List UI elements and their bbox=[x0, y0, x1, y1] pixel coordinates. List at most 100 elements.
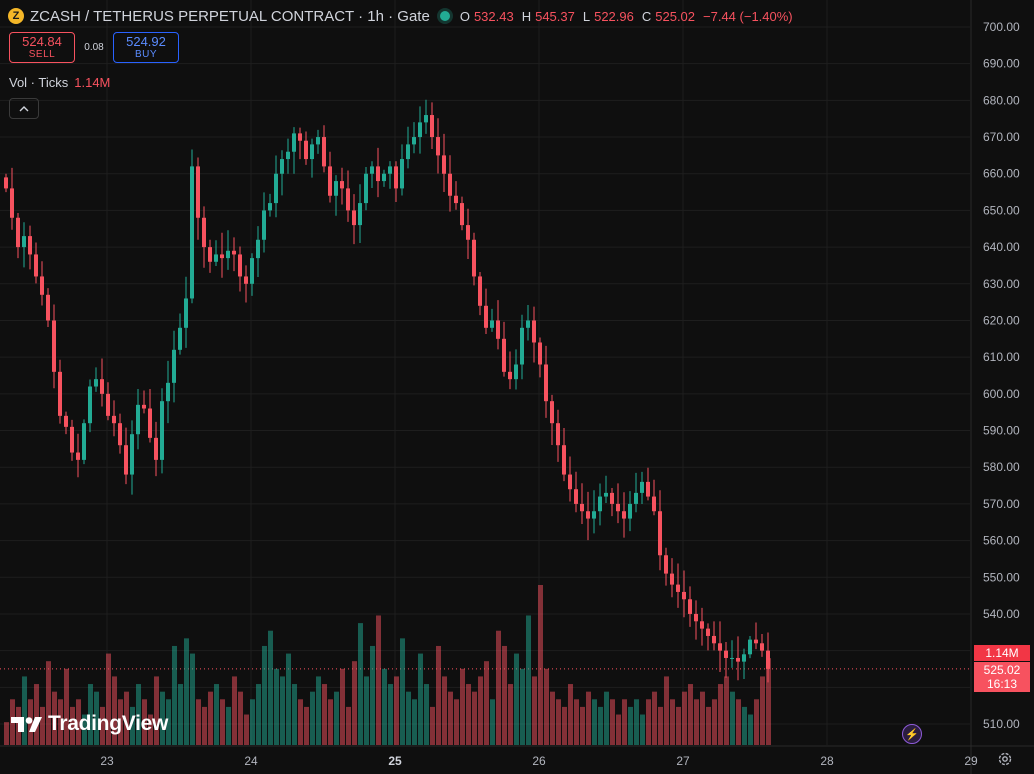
candle-body bbox=[394, 166, 398, 189]
candle-body bbox=[334, 181, 338, 196]
open-value: 532.43 bbox=[473, 8, 514, 24]
price-tick-label: 600.00 bbox=[983, 387, 1020, 401]
volume-bar bbox=[172, 645, 177, 745]
volume-bar bbox=[208, 691, 213, 745]
volume-bar bbox=[634, 699, 639, 745]
volume-bar bbox=[568, 684, 573, 745]
candle-body bbox=[622, 511, 626, 519]
candle-body bbox=[298, 133, 302, 141]
buy-button[interactable]: 524.92 BUY bbox=[113, 32, 179, 63]
candle-body bbox=[256, 239, 260, 259]
volume-bar bbox=[226, 706, 231, 745]
last-price-tag: 525.02 16:13 bbox=[974, 662, 1030, 692]
volume-bar bbox=[316, 676, 321, 745]
volume-bar bbox=[550, 691, 555, 745]
volume-bar bbox=[40, 706, 45, 745]
volume-bar bbox=[274, 668, 279, 745]
low-label: L bbox=[582, 8, 591, 24]
volume-bar bbox=[52, 691, 57, 745]
volume-bars bbox=[4, 585, 771, 745]
symbol-title[interactable]: ZCASH / TETHERUS PERPETUAL CONTRACT · 1h… bbox=[30, 7, 430, 25]
candle-body bbox=[610, 492, 614, 504]
volume-bar bbox=[136, 684, 141, 745]
close-label: C bbox=[641, 8, 652, 24]
candle-body bbox=[382, 173, 386, 182]
candle-body bbox=[718, 643, 722, 651]
volume-bar bbox=[730, 691, 735, 745]
candle-body bbox=[262, 210, 266, 240]
candle-body bbox=[58, 371, 62, 416]
candle-body bbox=[694, 613, 698, 622]
price-tick-label: 700.00 bbox=[983, 20, 1020, 34]
lightning-icon[interactable]: ⚡ bbox=[902, 724, 922, 744]
volume-bar bbox=[292, 684, 297, 745]
candle-body bbox=[562, 445, 566, 475]
candle-countdown: 16:13 bbox=[986, 677, 1018, 691]
volume-bar bbox=[214, 684, 219, 745]
candle-body bbox=[154, 437, 158, 460]
candle-body bbox=[742, 654, 746, 662]
candle-body bbox=[448, 173, 452, 196]
volume-bar bbox=[124, 691, 129, 745]
volume-bar bbox=[340, 668, 345, 745]
candle-body bbox=[352, 210, 356, 226]
tradingview-logo[interactable]: TradingView bbox=[11, 712, 168, 736]
candle-body bbox=[94, 379, 98, 387]
candle-body bbox=[604, 492, 608, 497]
volume-bar bbox=[166, 699, 171, 745]
volume-legend-label: Vol · Ticks bbox=[9, 75, 69, 90]
collapse-legend-button[interactable] bbox=[9, 98, 39, 119]
price-tick-label: 510.00 bbox=[983, 717, 1020, 731]
volume-bar bbox=[484, 661, 489, 745]
ohlc-values: O 532.43 H 545.37 L 522.96 C 525.02 −7.44 (−… bbox=[460, 9, 797, 24]
volume-legend-value: 1.14M bbox=[74, 75, 111, 90]
volume-bar bbox=[448, 691, 453, 745]
candle-body bbox=[148, 408, 152, 438]
candle-body bbox=[484, 305, 488, 328]
candle-body bbox=[250, 258, 254, 284]
chevron-up-icon bbox=[19, 105, 29, 111]
volume-legend[interactable]: Vol · Ticks 1.14M bbox=[9, 75, 110, 90]
candle-body bbox=[406, 144, 410, 160]
volume-bar bbox=[76, 699, 81, 745]
candle-body bbox=[580, 503, 584, 512]
sell-button[interactable]: 524.84 SELL bbox=[9, 32, 75, 63]
candle-body bbox=[310, 144, 314, 160]
candle-body bbox=[292, 133, 296, 152]
candle-body bbox=[208, 247, 212, 262]
high-value: 545.37 bbox=[535, 8, 575, 24]
candle-body bbox=[436, 137, 440, 156]
price-tick-label: 650.00 bbox=[983, 203, 1020, 217]
volume-bar bbox=[304, 706, 309, 745]
sell-price: 524.84 bbox=[22, 33, 62, 49]
buy-price: 524.92 bbox=[126, 33, 166, 49]
volume-bar bbox=[592, 699, 597, 745]
volume-bar bbox=[628, 706, 633, 745]
volume-bar bbox=[262, 645, 267, 745]
volume-bar bbox=[148, 714, 153, 745]
volume-bar bbox=[598, 706, 603, 745]
candle-body bbox=[190, 166, 194, 299]
settings-gear-icon[interactable] bbox=[996, 750, 1014, 768]
tradingview-logo-text: TradingView bbox=[48, 712, 169, 735]
volume-bar bbox=[490, 699, 495, 745]
volume-bar bbox=[724, 676, 729, 745]
candle-body bbox=[586, 511, 590, 519]
candle-body bbox=[220, 254, 224, 259]
volume-bar bbox=[670, 699, 675, 745]
volume-bar bbox=[472, 691, 477, 745]
volume-bar bbox=[664, 676, 669, 745]
volume-bar bbox=[346, 706, 351, 745]
candle-body bbox=[400, 159, 404, 189]
volume-bar bbox=[22, 676, 27, 745]
candle-body bbox=[166, 382, 170, 402]
open-label: O bbox=[459, 8, 470, 24]
volume-bar bbox=[268, 630, 273, 745]
candle-body bbox=[268, 203, 272, 211]
candle-body bbox=[358, 203, 362, 226]
volume-bar bbox=[508, 684, 513, 745]
volume-bar bbox=[736, 699, 741, 745]
volume-bar bbox=[694, 699, 699, 745]
candle-body bbox=[28, 236, 32, 255]
